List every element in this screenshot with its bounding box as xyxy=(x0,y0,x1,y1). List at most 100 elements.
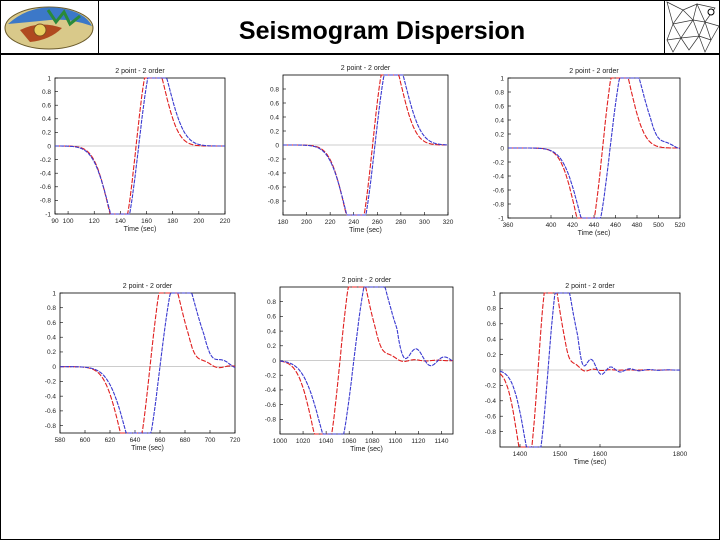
chart-xlabel: Time (sec) xyxy=(131,445,164,452)
series-red-line xyxy=(55,77,225,215)
chart-ytick-label: 0.4 xyxy=(270,114,279,121)
chart-xtick-label: 480 xyxy=(632,222,643,229)
chart-xtick-label: 600 xyxy=(80,437,91,444)
chart-xlabel: Time (sec) xyxy=(574,459,607,466)
chart-xtick-label: 140 xyxy=(115,218,126,225)
chart-ytick-label: -0.4 xyxy=(268,170,280,177)
chart-xtick-label: 160 xyxy=(141,218,152,225)
chart-ytick-label: -0.8 xyxy=(485,429,497,436)
chart-xtick-label: 240 xyxy=(348,219,359,226)
chart-ytick-label: -0.6 xyxy=(265,402,277,409)
chart-ytick-label: -0.8 xyxy=(265,417,277,424)
chart-xtick-label: 200 xyxy=(193,218,204,225)
chart-ytick-label: 1 xyxy=(52,290,56,297)
chart-ytick-label: 0.4 xyxy=(267,328,276,335)
chart-xtick-label: 280 xyxy=(395,219,406,226)
chart-ytick-label: 0.6 xyxy=(47,320,56,327)
chart-xtick-label: 440 xyxy=(589,222,600,229)
chart-xtick-label: 520 xyxy=(675,222,686,229)
chart-ytick-label: -0.6 xyxy=(40,184,52,191)
chart-ytick-label: -0.2 xyxy=(485,383,497,390)
chart-ytick-label: -0.4 xyxy=(40,171,52,178)
chart-title: 2 point - 2 order xyxy=(565,283,615,290)
seismic-globe-logo-icon xyxy=(0,0,99,53)
chart-ytick-label: 0.2 xyxy=(487,352,496,359)
chart-xtick-label: 360 xyxy=(503,222,514,229)
chart-ytick-label: -0.2 xyxy=(45,379,57,386)
chart-ytick-label: 0.2 xyxy=(42,130,51,137)
chart-xtick-label: 640 xyxy=(130,437,141,444)
chart-xtick-label: 1020 xyxy=(296,438,311,445)
header-divider xyxy=(0,53,720,55)
chart-ytick-label: -0.4 xyxy=(485,398,497,405)
chart-panel-3: 2 point - 2 order Time (sec) 360 400 420 440 4… xyxy=(493,68,686,237)
chart-xtick-label: 660 xyxy=(155,437,166,444)
chart-ytick-label: -0.8 xyxy=(40,198,52,205)
chart-title: 2 point - 2 order xyxy=(569,68,619,75)
chart-panel-2: 2 point - 2 order Time (sec) 180 200 220 240 2… xyxy=(268,65,454,234)
chart-xtick-label: 500 xyxy=(653,222,664,229)
chart-ytick-label: 0.2 xyxy=(267,343,276,350)
chart-panel-5: 2 point - 2 order Time (sec) 1000 1020 1040 1… xyxy=(265,277,454,453)
chart-axes-box xyxy=(59,292,236,434)
chart-title: 2 point - 2 order xyxy=(115,68,165,75)
chart-ytick-label: 0 xyxy=(275,142,279,149)
series-blue-line xyxy=(279,286,454,435)
chart-ytick-label: -1 xyxy=(45,211,51,218)
chart-xtick-label: 580 xyxy=(55,437,66,444)
chart-xtick-label: 260 xyxy=(372,219,383,226)
chart-xtick-label: 1400 xyxy=(513,451,528,458)
chart-xtick-label: 100 xyxy=(63,218,74,225)
chart-ytick-label: 0.6 xyxy=(495,103,504,110)
chart-ytick-label: -0.4 xyxy=(493,173,505,180)
chart-xtick-label: 1800 xyxy=(673,451,688,458)
chart-ytick-label: -0.4 xyxy=(45,393,57,400)
chart-xtick-label: 1120 xyxy=(411,438,425,445)
chart-xtick-label: 620 xyxy=(105,437,116,444)
series-blue-line xyxy=(499,292,680,448)
chart-ytick-label: 0.8 xyxy=(495,89,504,96)
chart-ytick-label: 0.6 xyxy=(267,314,276,321)
chart-ytick-label: -1 xyxy=(498,215,504,222)
chart-xlabel: Time (sec) xyxy=(349,227,382,234)
chart-ytick-label: 0.4 xyxy=(42,116,51,123)
chart-xtick-label: 700 xyxy=(205,437,216,444)
chart-ytick-label: -0.8 xyxy=(493,201,505,208)
series-blue-line xyxy=(55,77,225,215)
chart-xtick-label: 120 xyxy=(89,218,100,225)
chart-xtick-label: 1040 xyxy=(319,438,334,445)
chart-ytick-label: 0.2 xyxy=(495,131,504,138)
chart-xtick-label: 1080 xyxy=(365,438,380,445)
chart-xtick-label: 300 xyxy=(419,219,430,226)
chart-ytick-label: -0.8 xyxy=(268,198,280,205)
chart-ytick-label: 0 xyxy=(52,364,56,371)
chart-ytick-label: -0.2 xyxy=(265,373,277,380)
chart-panel-4: 2 point - 2 order Time (sec) 580 600 620 640 6… xyxy=(45,283,241,452)
chart-ytick-label: 1 xyxy=(500,75,504,82)
series-blue-line xyxy=(283,74,448,216)
chart-panel-1: 2 point - 2 order Time (sec) 90 100 120 140 16… xyxy=(40,68,231,233)
chart-ytick-label: 1 xyxy=(47,75,51,82)
chart-ytick-label: -0.6 xyxy=(493,187,505,194)
chart-ytick-label: -0.8 xyxy=(45,423,57,430)
chart-ytick-label: 0 xyxy=(272,358,276,365)
series-red-line xyxy=(60,292,236,434)
series-red-line xyxy=(279,286,453,435)
chart-xtick-label: 1140 xyxy=(434,438,448,445)
chart-xtick-label: 400 xyxy=(546,222,557,229)
chart-title: 2 point - 2 order xyxy=(123,283,173,290)
chart-xtick-label: 90 xyxy=(51,218,59,225)
chart-ytick-label: 0.6 xyxy=(487,321,496,328)
chart-ytick-label: -0.2 xyxy=(493,159,505,166)
chart-ytick-label: 0.8 xyxy=(267,299,276,306)
chart-ytick-label: 0 xyxy=(47,143,51,150)
chart-xlabel: Time (sec) xyxy=(578,230,611,237)
chart-xtick-label: 180 xyxy=(167,218,178,225)
triangular-mesh-logo-icon xyxy=(664,0,720,53)
chart-xtick-label: 1500 xyxy=(553,451,568,458)
chart-xtick-label: 1100 xyxy=(388,438,402,445)
chart-ytick-label: -0.6 xyxy=(45,408,57,415)
chart-xtick-label: 200 xyxy=(301,219,312,226)
chart-ytick-label: -0.6 xyxy=(268,184,280,191)
chart-ytick-label: 0.2 xyxy=(270,128,279,135)
